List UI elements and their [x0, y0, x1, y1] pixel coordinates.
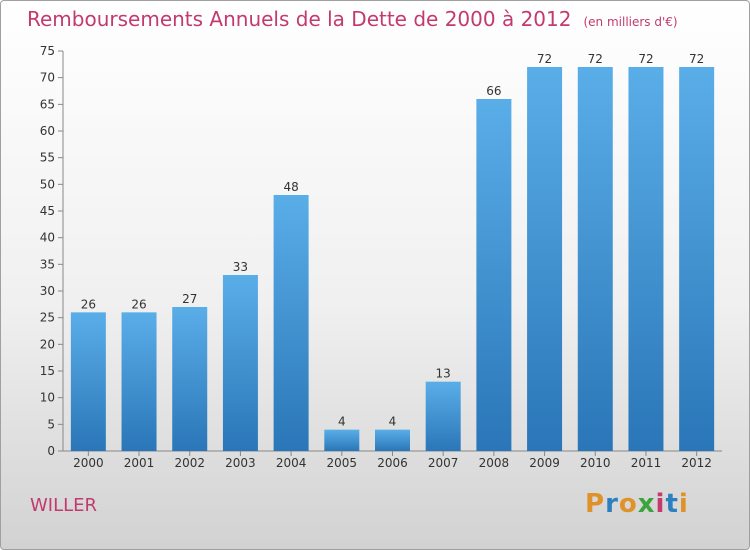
- x-tick-label: 2007: [428, 456, 459, 470]
- bar: [121, 312, 157, 451]
- bar: [425, 381, 461, 451]
- logo-letter: r: [605, 489, 619, 519]
- x-tick-label: 2002: [174, 456, 205, 470]
- chart-title: Remboursements Annuels de la Dette de 20…: [27, 7, 678, 31]
- data-label: 4: [338, 415, 346, 429]
- y-tick-label: 15: [40, 364, 55, 378]
- plot-area: 0 5 10 15 20 25 30 35 40 45 50 55 60 65 70 75 2000 26 2001…: [40, 44, 722, 470]
- logo-letter: o: [618, 489, 638, 519]
- bar: [324, 429, 360, 451]
- logo-letter: x: [637, 489, 656, 519]
- data-label: 33: [233, 260, 248, 274]
- data-label: 27: [182, 292, 197, 306]
- x-tick-label: 2011: [631, 456, 662, 470]
- bar: [476, 99, 512, 451]
- y-tick-label: 45: [40, 204, 55, 218]
- bar: [628, 67, 664, 451]
- y-tick-label: 10: [40, 391, 55, 405]
- bar: [679, 67, 715, 451]
- x-tick-label: 2000: [73, 456, 104, 470]
- proxiti-logo[interactable]: Proxiti: [585, 489, 689, 519]
- y-tick-label: 25: [40, 311, 55, 325]
- data-label: 13: [436, 367, 451, 381]
- bar: [577, 67, 613, 451]
- x-tick-label: 2005: [327, 456, 358, 470]
- logo-letter: i: [678, 489, 689, 519]
- y-tick-label: 5: [47, 417, 55, 431]
- data-label: 4: [389, 415, 397, 429]
- x-tick-label: 2001: [124, 456, 155, 470]
- y-tick-label: 35: [40, 257, 55, 271]
- x-tick-label: 2012: [681, 456, 712, 470]
- bar: [70, 312, 106, 451]
- data-label: 72: [638, 52, 653, 66]
- x-tick-label: 2006: [377, 456, 408, 470]
- x-tick-label: 2003: [225, 456, 256, 470]
- logo-letter: P: [585, 489, 606, 519]
- logo-letter: t: [665, 489, 679, 519]
- x-tick-label: 2009: [529, 456, 560, 470]
- data-label: 66: [486, 84, 501, 98]
- commune-name: WILLER: [30, 495, 98, 516]
- y-tick-label: 0: [47, 444, 55, 458]
- bar: [172, 307, 208, 451]
- y-tick-label: 55: [40, 151, 55, 165]
- data-label: 48: [283, 180, 298, 194]
- y-tick-label: 30: [40, 284, 55, 298]
- y-tick-label: 75: [40, 44, 55, 58]
- data-label: 72: [588, 52, 603, 66]
- bar: [273, 195, 309, 451]
- logo-letter: i: [655, 489, 666, 519]
- y-tick-label: 65: [40, 97, 55, 111]
- y-tick-label: 20: [40, 337, 55, 351]
- data-label: 72: [689, 52, 704, 66]
- title-text: Remboursements Annuels de la Dette de 20…: [27, 7, 572, 31]
- x-tick-label: 2010: [580, 456, 611, 470]
- bar: [375, 429, 410, 451]
- data-label: 72: [537, 52, 552, 66]
- y-tick-label: 40: [40, 231, 55, 245]
- x-tick-label: 2004: [276, 456, 307, 470]
- title-unit: (en milliers d'€): [583, 15, 678, 29]
- x-tick-label: 2008: [479, 456, 510, 470]
- data-label: 26: [81, 297, 96, 311]
- y-tick-label: 70: [40, 71, 55, 85]
- data-label: 26: [131, 297, 146, 311]
- bar: [527, 67, 563, 451]
- y-tick-label: 60: [40, 124, 55, 138]
- bar: [222, 275, 258, 451]
- y-tick-label: 50: [40, 177, 55, 191]
